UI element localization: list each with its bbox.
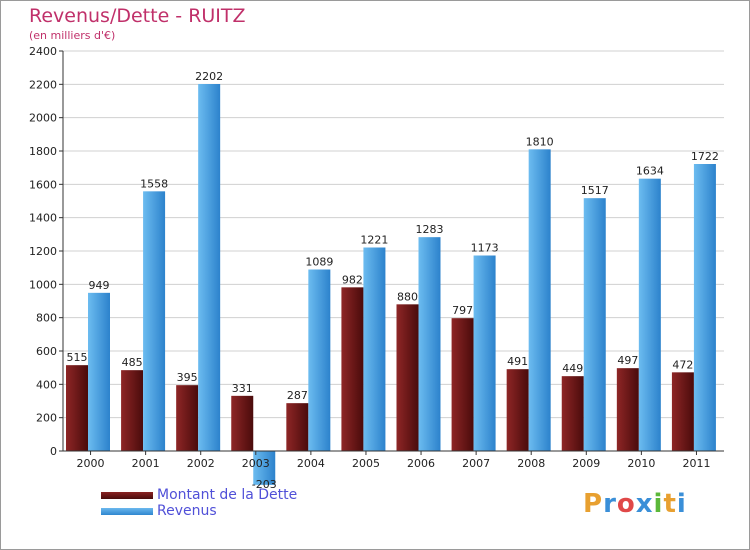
xtick-label-2010: 2010 bbox=[627, 457, 655, 470]
ytick-label-1600: 1600 bbox=[29, 178, 57, 191]
bars bbox=[66, 84, 716, 485]
logo-letter: t bbox=[663, 489, 677, 519]
label-revenue-2002: 2202 bbox=[195, 70, 223, 83]
legend-swatch-revenue bbox=[101, 507, 153, 515]
label-debt-2005: 982 bbox=[342, 273, 363, 286]
bar-debt-2000 bbox=[66, 365, 88, 451]
x-axis-ticks: 2000 2001 2002 2003 2004 2005 2006 2007 2008 2009… bbox=[77, 451, 710, 470]
ytick-label-2200: 2200 bbox=[29, 78, 57, 91]
ytick-label-1800: 1800 bbox=[29, 145, 57, 158]
xtick-label-2011: 2011 bbox=[682, 457, 710, 470]
label-revenue-2005: 1221 bbox=[360, 234, 388, 247]
y-axis-ticks: 0 200 400 600 800 1000 1200 1400 1600 1800 2000 220… bbox=[29, 45, 63, 458]
bar-revenue-2005 bbox=[363, 247, 386, 451]
xtick-label-2000: 2000 bbox=[77, 457, 105, 470]
bar-revenue-2007 bbox=[473, 255, 496, 451]
bar-debt-2001 bbox=[121, 370, 144, 451]
xtick-label-2002: 2002 bbox=[187, 457, 215, 470]
ytick-label-1000: 1000 bbox=[29, 278, 57, 291]
bar-debt-2003 bbox=[231, 395, 254, 451]
label-debt-2008: 491 bbox=[507, 355, 528, 368]
ytick-label-2400: 2400 bbox=[29, 45, 57, 58]
ytick-label-600: 600 bbox=[36, 345, 57, 358]
ytick-label-0: 0 bbox=[50, 445, 57, 458]
bar-debt-2005 bbox=[341, 287, 364, 451]
bar-revenue-2006 bbox=[418, 237, 441, 451]
label-debt-2006: 880 bbox=[397, 290, 418, 303]
label-revenue-2009: 1517 bbox=[581, 184, 609, 197]
xtick-label-2009: 2009 bbox=[572, 457, 600, 470]
xtick-label-2007: 2007 bbox=[462, 457, 490, 470]
xtick-label-2004: 2004 bbox=[297, 457, 325, 470]
xtick-label-2008: 2008 bbox=[517, 457, 545, 470]
logo-letter: x bbox=[635, 489, 654, 519]
bar-debt-2011 bbox=[671, 372, 694, 451]
proxiti-logo: Proxiti bbox=[583, 489, 687, 519]
ytick-label-400: 400 bbox=[36, 378, 57, 391]
label-debt-2004: 287 bbox=[287, 389, 308, 402]
label-revenue-2011: 1722 bbox=[691, 150, 719, 163]
bar-revenue-2000 bbox=[88, 292, 110, 451]
bar-debt-2010 bbox=[616, 368, 639, 451]
label-revenue-2003: -203 bbox=[252, 478, 277, 491]
label-revenue-2000: 949 bbox=[89, 279, 110, 292]
bar-revenue-2010 bbox=[638, 178, 661, 451]
xtick-label-2006: 2006 bbox=[407, 457, 435, 470]
logo-letter: P bbox=[583, 489, 604, 519]
legend-item-revenue: Revenus bbox=[101, 503, 217, 519]
label-revenue-2001: 1558 bbox=[140, 177, 168, 190]
label-debt-2003: 331 bbox=[232, 382, 253, 395]
grid-lines bbox=[63, 50, 724, 419]
bar-revenue-2002 bbox=[198, 84, 221, 451]
label-revenue-2006: 1283 bbox=[416, 223, 444, 236]
axes bbox=[62, 51, 724, 452]
data-labels: 515 949 485 1558 395 2202 331 -203 287 1089 982 122… bbox=[67, 70, 719, 491]
legend-swatch-debt bbox=[101, 491, 153, 499]
bar-debt-2004 bbox=[286, 403, 309, 451]
legend-label-debt: Montant de la Dette bbox=[157, 487, 298, 503]
bar-debt-2008 bbox=[506, 369, 529, 451]
bar-revenue-2009 bbox=[583, 198, 606, 451]
xtick-label-2005: 2005 bbox=[352, 457, 380, 470]
label-revenue-2007: 1173 bbox=[471, 242, 499, 255]
label-debt-2007: 797 bbox=[452, 304, 473, 317]
bar-debt-2007 bbox=[451, 318, 474, 451]
label-debt-2002: 395 bbox=[177, 371, 198, 384]
bar-debt-2009 bbox=[561, 376, 584, 451]
bar-debt-2006 bbox=[396, 304, 419, 451]
legend-item-debt: Montant de la Dette bbox=[101, 487, 297, 503]
ytick-label-200: 200 bbox=[36, 412, 57, 425]
ytick-label-800: 800 bbox=[36, 312, 57, 325]
label-revenue-2004: 1089 bbox=[305, 256, 333, 269]
bar-revenue-2008 bbox=[528, 149, 551, 452]
logo-letter: o bbox=[616, 489, 636, 519]
label-debt-2011: 472 bbox=[672, 358, 693, 371]
label-debt-2010: 497 bbox=[617, 354, 638, 367]
legend-label-revenue: Revenus bbox=[157, 503, 217, 519]
ytick-label-2000: 2000 bbox=[29, 112, 57, 125]
bar-debt-2002 bbox=[176, 385, 199, 451]
label-revenue-2010: 1634 bbox=[636, 165, 664, 178]
label-debt-2000: 515 bbox=[67, 351, 88, 364]
xtick-label-2003: 2003 bbox=[242, 457, 270, 470]
label-debt-2001: 485 bbox=[122, 356, 143, 369]
label-debt-2009: 449 bbox=[562, 362, 583, 375]
bar-revenue-2003 bbox=[253, 451, 276, 485]
chart-title: Revenus/Dette - RUITZ bbox=[29, 5, 246, 27]
chart-subtitle: (en milliers d'€) bbox=[29, 29, 116, 42]
label-revenue-2008: 1810 bbox=[526, 135, 554, 148]
ytick-label-1400: 1400 bbox=[29, 212, 57, 225]
logo-letter: i bbox=[653, 489, 664, 519]
bar-revenue-2004 bbox=[308, 269, 331, 451]
logo-letter: i bbox=[676, 489, 687, 519]
logo-letter: r bbox=[603, 489, 617, 519]
bar-revenue-2001 bbox=[143, 191, 166, 452]
xtick-label-2001: 2001 bbox=[132, 457, 160, 470]
ytick-label-1200: 1200 bbox=[29, 245, 57, 258]
bar-revenue-2011 bbox=[693, 164, 716, 451]
